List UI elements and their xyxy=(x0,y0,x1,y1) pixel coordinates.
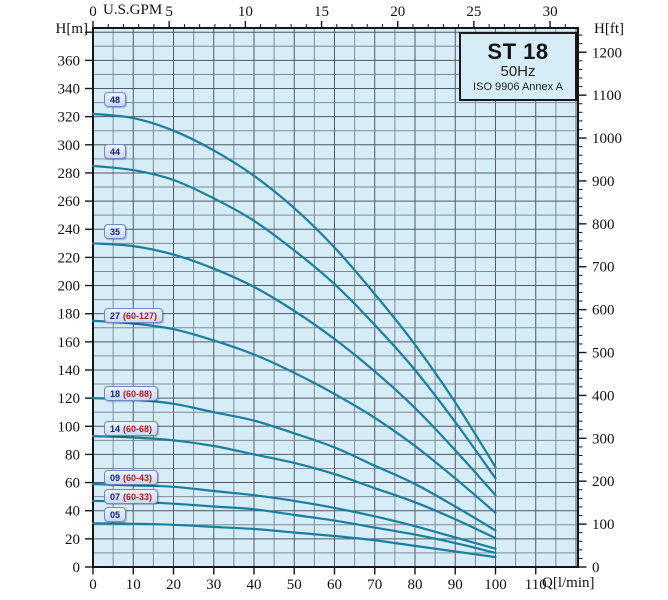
h-ft-tick-label: 1100 xyxy=(592,88,621,104)
x-tick-label: 50 xyxy=(287,577,302,593)
h-ft-tick-label: 600 xyxy=(592,303,615,319)
h-ft-tick-label: 1200 xyxy=(592,45,622,61)
pump-curve-09 xyxy=(91,482,497,550)
h-m-tick-label: 240 xyxy=(58,222,81,238)
pump-curve-48 xyxy=(91,112,497,469)
h-ft-tick-label: 700 xyxy=(592,260,615,276)
h-m-tick-label: 80 xyxy=(65,447,80,463)
h-m-tick-label: 320 xyxy=(58,110,81,126)
h-m-tick-label: 180 xyxy=(58,307,81,323)
x-tick-label: 100 xyxy=(484,577,507,593)
h-ft-tick-label: 0 xyxy=(592,560,600,576)
gpm-tick-label: 5 xyxy=(165,4,173,20)
pump-curve-27 xyxy=(91,319,497,514)
gpm-tick-label: 10 xyxy=(238,4,253,20)
pump-curve-07 xyxy=(91,499,497,554)
gpm-tick-label: 0 xyxy=(89,4,97,20)
x-tick-label: 0 xyxy=(89,577,97,593)
pump-curve-35 xyxy=(91,242,497,497)
x-tick-label: 90 xyxy=(448,577,463,593)
h-m-tick-label: 200 xyxy=(58,279,81,295)
h-m-tick-label: 280 xyxy=(58,166,81,182)
top-axis-unit-label: U.S.GPM xyxy=(103,2,163,18)
h-ft-tick-label: 200 xyxy=(592,474,615,490)
pump-curve-05 xyxy=(91,522,497,559)
gpm-tick-label: 15 xyxy=(314,4,329,20)
x-tick-label: 40 xyxy=(246,577,261,593)
right-axis-unit-label: H[ft] xyxy=(594,21,624,37)
h-m-tick-label: 20 xyxy=(65,532,80,548)
h-m-tick-label: 140 xyxy=(58,363,81,379)
h-m-tick-label: 260 xyxy=(58,194,81,210)
x-tick-label: 110 xyxy=(525,577,547,593)
h-m-tick-label: 340 xyxy=(58,82,81,98)
x-tick-label: 30 xyxy=(206,577,221,593)
h-ft-tick-label: 100 xyxy=(592,517,615,533)
h-m-tick-label: 300 xyxy=(58,138,81,154)
gpm-tick-label: 25 xyxy=(466,4,481,20)
pump-model: ST 18 xyxy=(487,38,549,64)
h-m-tick-label: 100 xyxy=(58,419,81,435)
h-m-tick-label: 360 xyxy=(58,53,81,69)
x-tick-label: 70 xyxy=(367,577,382,593)
x-tick-label: 10 xyxy=(126,577,141,593)
h-m-tick-label: 40 xyxy=(65,504,80,520)
pump-curve-14 xyxy=(91,435,497,540)
h-ft-tick-label: 900 xyxy=(592,174,615,190)
x-tick-label: 20 xyxy=(166,577,181,593)
gpm-tick-label: 30 xyxy=(543,4,558,20)
h-m-tick-label: 120 xyxy=(58,391,81,407)
h-m-tick-label: 220 xyxy=(58,250,81,266)
plot-frame xyxy=(92,27,579,568)
h-m-tick-label: 60 xyxy=(65,476,80,492)
pump-curve-44 xyxy=(91,164,497,480)
x-tick-label: 60 xyxy=(327,577,342,593)
pump-curve-18 xyxy=(91,397,497,532)
h-ft-tick-label: 500 xyxy=(592,346,615,362)
h-ft-tick-label: 400 xyxy=(592,388,615,404)
h-ft-tick-label: 800 xyxy=(592,217,615,233)
pump-frequency: 50Hz xyxy=(500,62,536,80)
h-m-tick-label: 160 xyxy=(58,335,81,351)
pump-standard: ISO 9906 Annex A xyxy=(473,80,563,93)
bottom-axis-unit-label: Q[l/min] xyxy=(542,575,595,591)
left-axis-unit-label: H[m] xyxy=(55,21,89,37)
h-m-tick-label: 0 xyxy=(73,560,81,576)
chart-title-box: ST 18 50Hz ISO 9906 Annex A xyxy=(459,32,577,101)
gpm-tick-label: 20 xyxy=(390,4,405,20)
h-ft-tick-label: 300 xyxy=(592,431,615,447)
h-ft-tick-label: 1000 xyxy=(592,131,622,147)
x-tick-label: 80 xyxy=(407,577,422,593)
